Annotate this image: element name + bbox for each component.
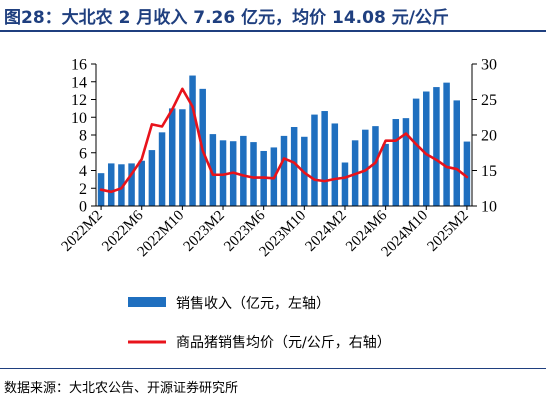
right-tick-label: 30 (481, 57, 497, 74)
x-tick-label: 2023M2 (181, 208, 228, 255)
bar-2024M4 (362, 129, 369, 206)
right-tick-label: 20 (481, 128, 497, 145)
bar-2024M8 (402, 118, 410, 206)
bar-2024M1 (331, 123, 339, 206)
bar-2025M1 (453, 100, 460, 206)
chart-title: 图28：大北农 2 月收入 7.26 亿元，均价 14.08 元/公斤 (4, 8, 449, 28)
bar-2022M5 (128, 163, 135, 206)
bar-2022M3 (107, 163, 115, 206)
bar-2022M10 (179, 109, 186, 206)
bar-2022M7 (148, 150, 156, 206)
bar-2023M5 (250, 142, 257, 206)
bar-2024M5 (372, 126, 379, 207)
bar-2023M8 (280, 135, 288, 206)
left-tick-label: 12 (71, 92, 87, 109)
bar-2024M6 (382, 143, 389, 207)
bar-2023M11 (311, 114, 318, 206)
bar-2022M4 (118, 164, 125, 206)
bar-2023M4 (240, 135, 247, 206)
right-tick-label: 25 (481, 92, 497, 109)
bar-2025M2 (463, 141, 471, 206)
left-tick-label: 8 (79, 128, 87, 145)
right-tick-label: 10 (481, 199, 497, 216)
bar-2024M12 (443, 82, 450, 206)
legend-swatch-revenue (128, 297, 166, 307)
x-tick-label: 2025M2 (424, 208, 471, 255)
line-series (99, 87, 469, 194)
bar-2022M9 (168, 108, 176, 207)
bar-2022M11 (189, 75, 196, 206)
left-tick-label: 14 (71, 74, 87, 91)
right-tick-label: 15 (481, 163, 497, 180)
left-tick-label: 0 (79, 199, 87, 216)
title-rule (0, 30, 546, 32)
bar-2023M1 (209, 134, 217, 206)
bar-2023M9 (290, 127, 298, 206)
legend: 销售收入（亿元，左轴） 商品猪销售均价（元/公斤，右轴） (128, 296, 391, 351)
bar-2024M7 (392, 119, 400, 206)
bar-2024M10 (423, 91, 430, 206)
bar-2024M11 (433, 87, 440, 206)
left-tick-label: 6 (79, 145, 87, 162)
legend-label-price: 商品猪销售均价（元/公斤，右轴） (176, 335, 391, 351)
x-tick-label: 2024M2 (303, 208, 350, 255)
left-tick-label: 2 (79, 181, 87, 198)
bar-2022M6 (138, 160, 145, 206)
left-tick-label: 4 (79, 163, 87, 180)
legend-label-revenue: 销售收入（亿元，左轴） (176, 296, 330, 312)
bar-2023M2 (219, 140, 227, 206)
left-tick-label: 10 (71, 110, 87, 127)
left-tick-label: 16 (71, 57, 87, 74)
bar-2022M8 (158, 132, 166, 206)
source-rule (0, 368, 546, 369)
source-note: 数据来源：大北农公告、开源证券研究所 (4, 381, 239, 396)
bar-2023M12 (321, 111, 328, 206)
bar-2024M9 (412, 98, 420, 206)
bar-2024M2 (341, 162, 349, 206)
